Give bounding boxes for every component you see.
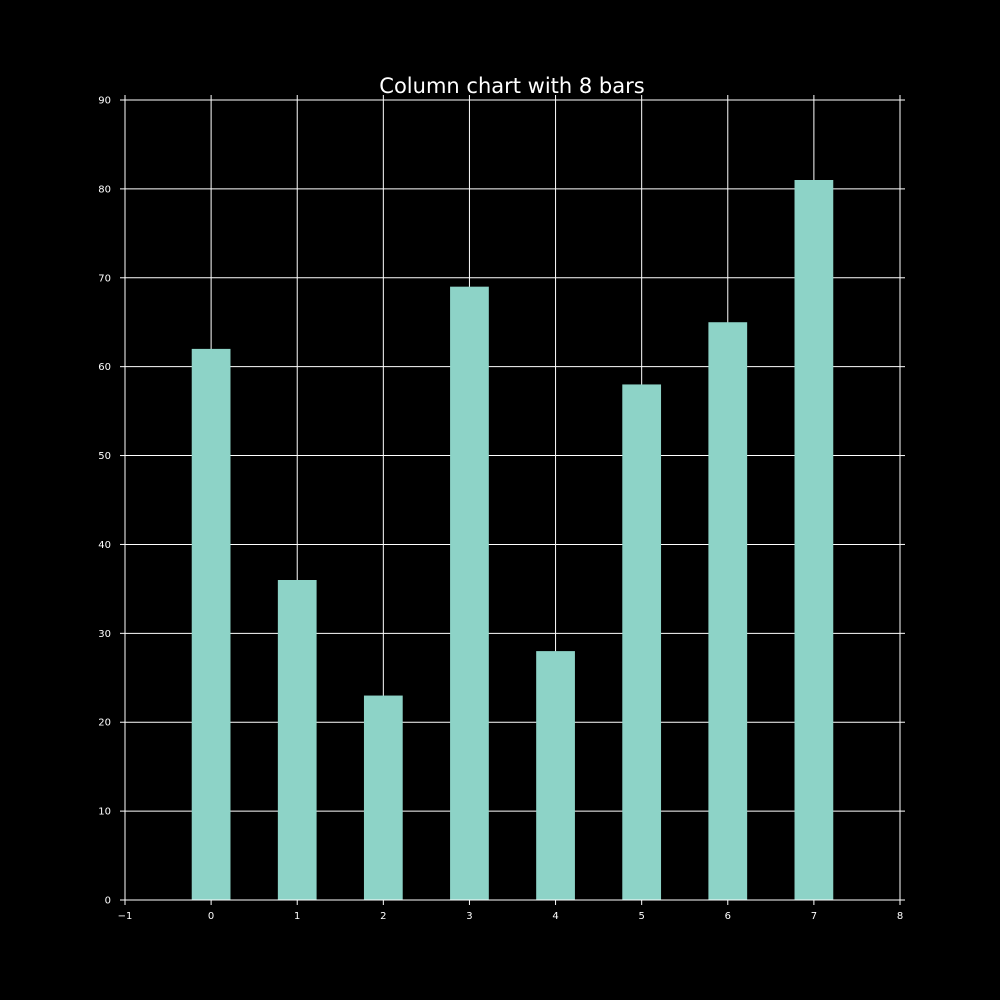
bar-5 <box>622 384 662 900</box>
tick-labels: 0 10 20 30 40 50 60 70 80 90 −1 0 1 2 3 4 5 6 7 8 <box>98 96 903 923</box>
plot-frame <box>124 99 901 901</box>
y-tick-label: 50 <box>98 451 111 462</box>
x-tick-label: 5 <box>638 911 644 922</box>
bar-7 <box>794 180 834 900</box>
x-tick-label: 8 <box>897 911 903 922</box>
x-tick-label: 4 <box>552 911 558 922</box>
bar-4 <box>536 651 575 900</box>
bar-3 <box>450 286 489 901</box>
x-tick-label: 6 <box>725 911 731 922</box>
bars <box>191 180 834 901</box>
x-tick-label: −1 <box>118 911 133 922</box>
bar-0 <box>191 348 231 900</box>
y-tick-label: 0 <box>105 896 111 907</box>
x-tick-label: 7 <box>811 911 817 922</box>
y-tick-label: 40 <box>98 540 111 551</box>
x-tick-label: 0 <box>208 911 214 922</box>
y-tick-label: 90 <box>98 96 111 107</box>
y-tick-label: 60 <box>98 362 111 373</box>
y-tick-label: 10 <box>98 807 111 818</box>
bar-1 <box>277 580 317 900</box>
y-tick-label: 20 <box>98 718 111 729</box>
y-tick-label: 30 <box>98 629 111 640</box>
bar-2 <box>363 695 403 900</box>
x-tick-label: 1 <box>294 911 300 922</box>
axes <box>120 95 905 905</box>
x-tick-label: 3 <box>466 911 472 922</box>
y-tick-label: 80 <box>98 184 111 195</box>
bar-6 <box>708 322 748 900</box>
y-tick-label: 70 <box>98 273 111 284</box>
x-tick-label: 2 <box>380 911 386 922</box>
chart-title: Column chart with 8 bars <box>379 74 644 98</box>
